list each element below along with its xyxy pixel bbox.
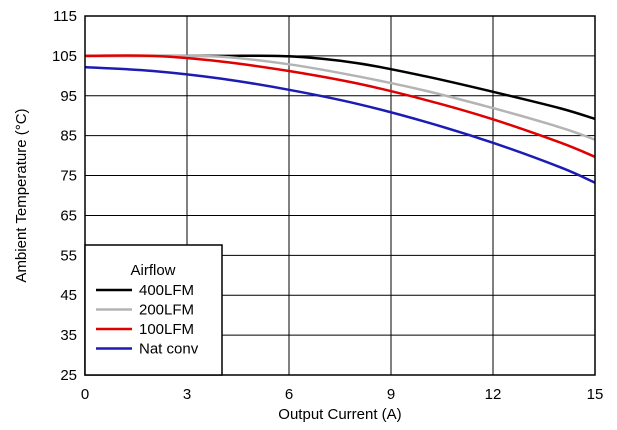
y-tick-label: 35 bbox=[60, 327, 77, 344]
x-tick-label: 9 bbox=[387, 386, 395, 403]
y-tick-label: 55 bbox=[60, 247, 77, 264]
series-line-nat-conv bbox=[84, 65, 596, 184]
x-tick-label: 6 bbox=[285, 386, 293, 403]
tick-labels: 0 3 6 9 12 15 25 35 45 55 65 75 85 95 105 115 bbox=[52, 8, 603, 403]
legend-label-100lfm: 100LFM bbox=[139, 321, 194, 338]
series-layer bbox=[84, 54, 596, 184]
x-tick-label: 12 bbox=[485, 386, 502, 403]
legend-label-200lfm: 200LFM bbox=[139, 302, 194, 319]
series-line-400lfm bbox=[85, 54, 596, 121]
y-tick-label: 25 bbox=[60, 367, 77, 384]
y-axis-title: Ambient Temperature (°C) bbox=[13, 108, 30, 282]
plot-frame bbox=[84, 15, 596, 376]
y-tick-label: 85 bbox=[60, 128, 77, 145]
x-tick-label: 3 bbox=[183, 386, 191, 403]
x-tick-label: 15 bbox=[587, 386, 604, 403]
y-tick-label: 45 bbox=[60, 287, 77, 304]
x-axis-title: Output Current (A) bbox=[278, 406, 401, 423]
y-tick-label: 115 bbox=[53, 8, 77, 25]
legend-label-nat-conv: Nat conv bbox=[139, 341, 199, 358]
legend-label-400lfm: 400LFM bbox=[139, 282, 194, 299]
legend: Airflow 400LFM 200LFM 100LFM Nat conv bbox=[84, 244, 223, 376]
legend-items: 400LFM 200LFM 100LFM Nat conv bbox=[96, 282, 199, 358]
x-tick-label: 0 bbox=[81, 386, 89, 403]
y-tick-label: 95 bbox=[60, 88, 77, 105]
y-tick-label: 105 bbox=[52, 48, 77, 65]
y-tick-label: 75 bbox=[60, 168, 77, 185]
legend-title: Airflow bbox=[130, 262, 175, 279]
y-tick-label: 65 bbox=[60, 207, 77, 224]
series-line-100lfm bbox=[84, 54, 596, 158]
